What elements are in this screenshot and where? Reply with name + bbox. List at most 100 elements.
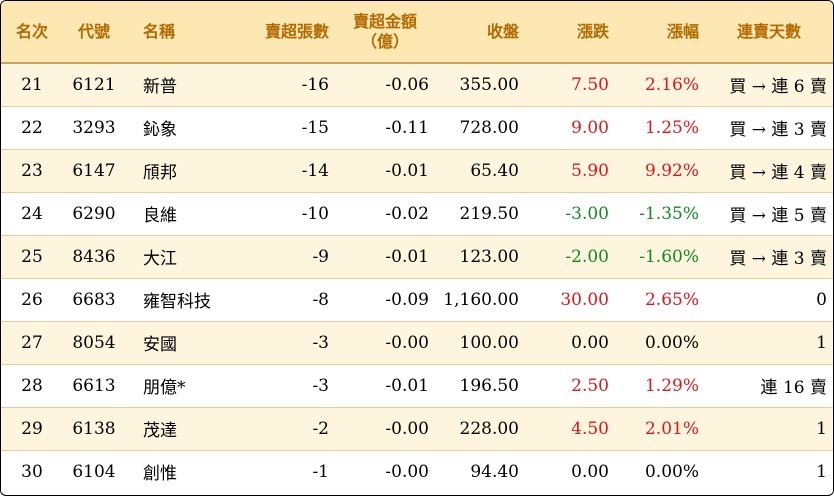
streak-cell: 連 16 賣 [705, 364, 833, 408]
table-row[interactable]: 26 6683 雍智科技 -8 -0.09 1,160.00 30.00 2.6… [1, 278, 833, 322]
change-pct-cell: 2.65% [615, 278, 705, 322]
code-cell: 6121 [63, 63, 125, 107]
change-pct-cell: 0.00% [615, 321, 705, 365]
close-cell: 196.50 [435, 364, 525, 408]
sell-lots-cell: -3 [233, 321, 335, 365]
streak-cell: 1 [705, 321, 833, 365]
name-cell[interactable]: 茂達 [125, 407, 233, 451]
code-cell: 6290 [63, 192, 125, 236]
change-cell: 9.00 [525, 106, 615, 150]
streak-cell: 1 [816, 461, 827, 482]
change-pct-cell: -1.60% [615, 235, 705, 279]
table-row[interactable]: 21 6121 新普 -16 -0.06 355.00 7.50 2.16% 買… [1, 63, 833, 107]
header-streak[interactable]: 連賣天數 [705, 1, 833, 64]
table-row[interactable]: 30 6104 創惟 -1 -0.00 94.40 0.00 0.00% 1 [1, 450, 833, 493]
name-cell[interactable]: 安國 [125, 321, 233, 365]
change-cell: 0.00 [571, 461, 609, 482]
sell-lots-cell: -10 [233, 192, 335, 236]
table-header: 名次 代號 名稱 賣超張數 賣超金額 （億） 收盤 漲跌 漲幅 連賣天數 [1, 1, 833, 64]
change-cell: 0.00 [525, 321, 615, 365]
rank-cell: 22 [1, 106, 63, 150]
close-cell: 94.40 [470, 461, 519, 482]
change-pct-cell: -1.35% [615, 192, 705, 236]
close-cell: 65.40 [435, 149, 525, 193]
name-cell[interactable]: 大江 [125, 235, 233, 279]
close-cell: 1,160.00 [435, 278, 525, 322]
name-cell[interactable]: 雍智科技 [125, 278, 233, 322]
sell-amount-cell: -0.00 [335, 407, 435, 451]
rank-cell: 21 [1, 63, 63, 107]
sell-lots-cell: -9 [233, 235, 335, 279]
name-cell[interactable]: 鈊象 [125, 106, 233, 150]
sell-amount-cell: -0.00 [385, 461, 429, 482]
sell-lots-cell: -16 [233, 63, 335, 107]
sell-amount-cell: -0.01 [335, 235, 435, 279]
streak-cell: 買 → 連 5 賣 [705, 192, 833, 236]
header-close[interactable]: 收盤 [435, 1, 525, 64]
header-change-pct[interactable]: 漲幅 [615, 1, 705, 64]
change-pct-cell: 0.00% [644, 461, 699, 482]
header-change[interactable]: 漲跌 [525, 1, 615, 64]
rank-cell: 23 [1, 149, 63, 193]
change-cell: 5.90 [525, 149, 615, 193]
streak-cell: 1 [705, 407, 833, 451]
change-cell: -3.00 [525, 192, 615, 236]
table-row[interactable]: 22 3293 鈊象 -15 -0.11 728.00 9.00 1.25% 買… [1, 106, 833, 150]
change-pct-cell: 1.25% [615, 106, 705, 150]
change-pct-cell: 2.16% [615, 63, 705, 107]
rank-cell: 25 [1, 235, 63, 279]
sell-amount-cell: -0.02 [335, 192, 435, 236]
name-cell[interactable]: 新普 [125, 63, 233, 107]
name-cell[interactable]: 創惟 [143, 464, 177, 485]
header-sell-amount[interactable]: 賣超金額 （億） [335, 1, 435, 64]
close-cell: 123.00 [435, 235, 525, 279]
header-code[interactable]: 代號 [63, 1, 125, 64]
change-pct-cell: 9.92% [615, 149, 705, 193]
code-cell: 6683 [63, 278, 125, 322]
header-sell-amount-line2: （億） [360, 31, 409, 51]
code-cell: 8436 [63, 235, 125, 279]
code-cell: 6147 [63, 149, 125, 193]
close-cell: 100.00 [435, 321, 525, 365]
change-cell: 30.00 [525, 278, 615, 322]
sell-lots-cell: -14 [233, 149, 335, 193]
table-row[interactable]: 25 8436 大江 -9 -0.01 123.00 -2.00 -1.60% … [1, 235, 833, 279]
streak-cell: 0 [705, 278, 833, 322]
streak-cell: 買 → 連 3 賣 [705, 235, 833, 279]
change-pct-cell: 2.01% [615, 407, 705, 451]
change-pct-cell: 1.29% [615, 364, 705, 408]
table-row[interactable]: 29 6138 茂達 -2 -0.00 228.00 4.50 2.01% 1 [1, 407, 833, 451]
close-cell: 355.00 [435, 63, 525, 107]
streak-cell: 買 → 連 6 賣 [705, 63, 833, 107]
table-row[interactable]: 28 6613 朋億* -3 -0.01 196.50 2.50 1.29% 連… [1, 364, 833, 408]
table-row[interactable]: 27 8054 安國 -3 -0.00 100.00 0.00 0.00% 1 [1, 321, 833, 365]
code-cell: 3293 [63, 106, 125, 150]
name-cell[interactable]: 頎邦 [125, 149, 233, 193]
rank-cell: 28 [1, 364, 63, 408]
code-cell: 8054 [63, 321, 125, 365]
header-sell-lots[interactable]: 賣超張數 [233, 1, 335, 64]
code-cell: 6138 [63, 407, 125, 451]
streak-cell: 買 → 連 3 賣 [705, 106, 833, 150]
table-row[interactable]: 23 6147 頎邦 -14 -0.01 65.40 5.90 9.92% 買 … [1, 149, 833, 193]
streak-cell: 買 → 連 4 賣 [705, 149, 833, 193]
table-body: 21 6121 新普 -16 -0.06 355.00 7.50 2.16% 買… [1, 63, 833, 493]
header-sell-amount-line1: 賣超金額 [352, 11, 417, 31]
header-row: 名次 代號 名稱 賣超張數 賣超金額 （億） 收盤 漲跌 漲幅 連賣天數 [1, 1, 833, 64]
rank-cell: 26 [1, 278, 63, 322]
rank-cell: 29 [1, 407, 63, 451]
header-rank[interactable]: 名次 [1, 1, 63, 64]
sell-amount-cell: -0.01 [335, 149, 435, 193]
table-row[interactable]: 24 6290 良維 -10 -0.02 219.50 -3.00 -1.35%… [1, 192, 833, 236]
sell-amount-cell: -0.11 [335, 106, 435, 150]
change-cell: 4.50 [525, 407, 615, 451]
close-cell: 728.00 [435, 106, 525, 150]
name-cell[interactable]: 朋億* [125, 364, 233, 408]
sell-lots-cell: -8 [233, 278, 335, 322]
rank-cell: 30 [21, 461, 43, 482]
sell-lots-cell: -3 [233, 364, 335, 408]
sell-amount-cell: -0.01 [335, 364, 435, 408]
name-cell[interactable]: 良維 [125, 192, 233, 236]
header-name[interactable]: 名稱 [125, 1, 233, 64]
